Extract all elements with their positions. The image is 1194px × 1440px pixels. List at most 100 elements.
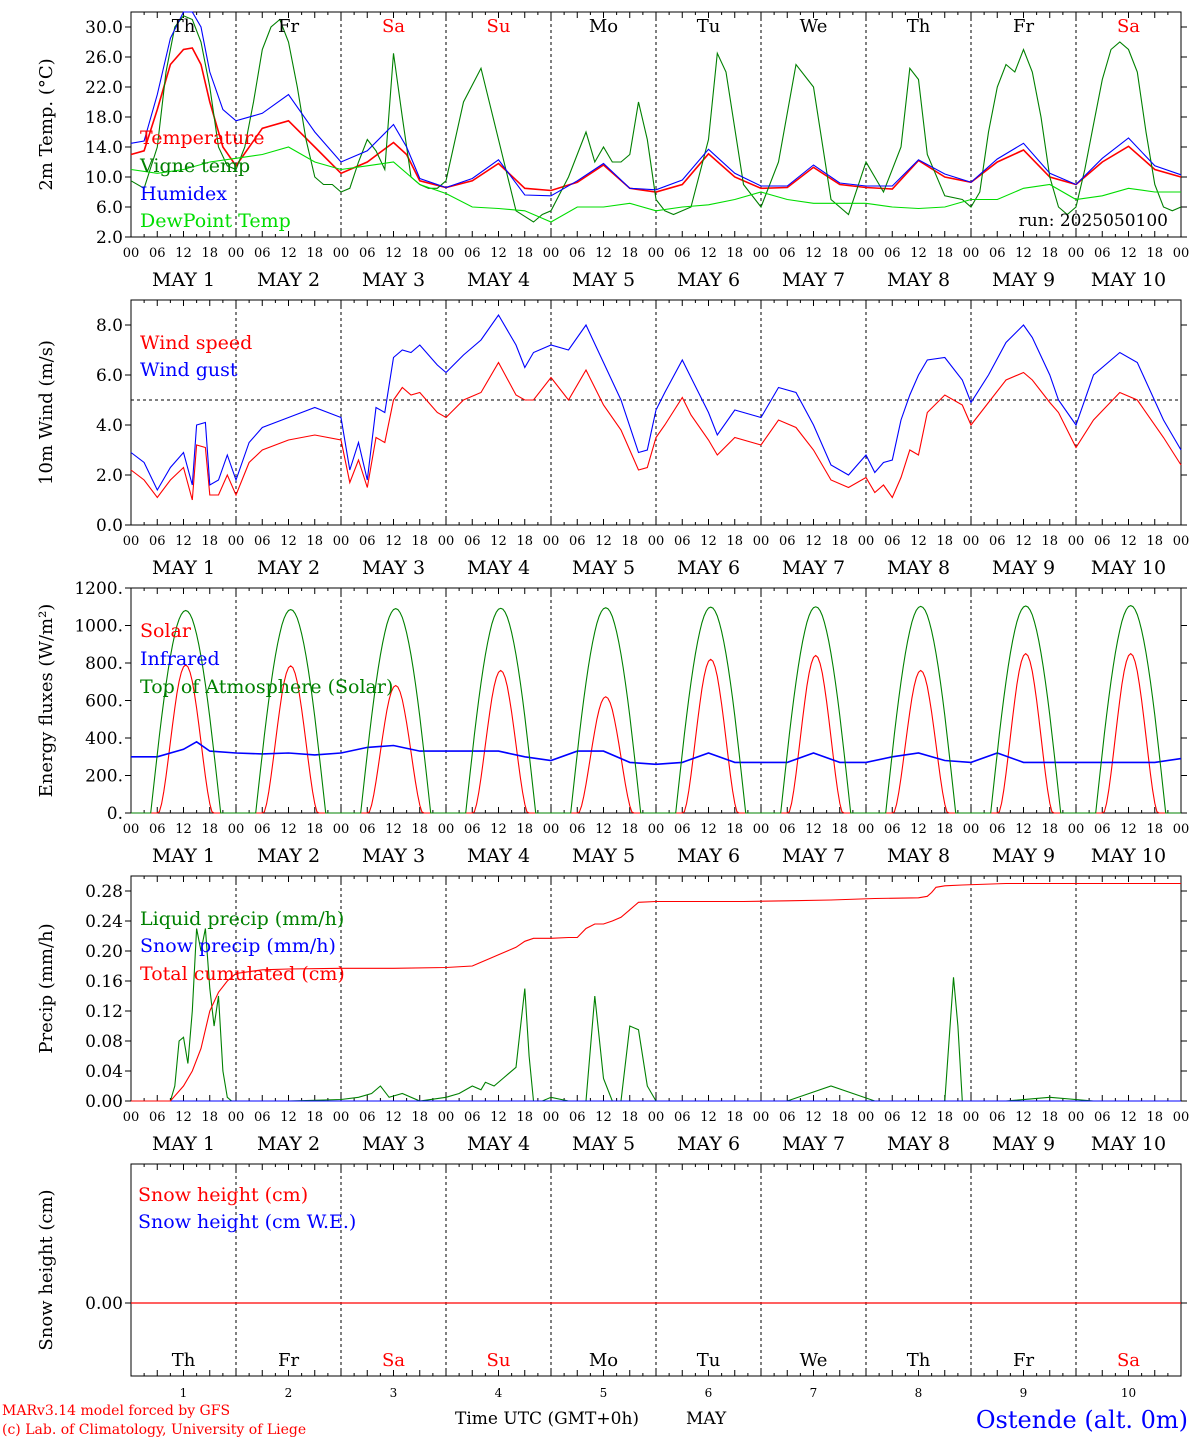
hour-tick-label: 06	[779, 534, 796, 549]
hour-tick-label: 06	[254, 246, 271, 261]
y-tick-label: 0.00	[85, 1294, 123, 1314]
hour-tick-label: 06	[359, 534, 376, 549]
date-label: MAY 3	[362, 269, 425, 291]
y-tick-label: 0.16	[85, 972, 123, 992]
day-label: Th	[172, 16, 196, 37]
y-tick-label: 200.	[85, 767, 123, 787]
hour-tick-label: 06	[254, 534, 271, 549]
hour-tick-label: 18	[306, 1110, 323, 1125]
hour-tick-label: 18	[831, 822, 848, 837]
hour-tick-label: 18	[1146, 1110, 1163, 1125]
hour-tick-label: 12	[1120, 246, 1137, 261]
date-label: MAY 10	[1091, 845, 1166, 867]
hour-tick-label: 00	[963, 822, 980, 837]
day-label: Fr	[1013, 16, 1034, 37]
hour-tick-label: 06	[884, 1110, 901, 1125]
hour-tick-label: 12	[1120, 822, 1137, 837]
day-number-label: 6	[705, 1386, 713, 1400]
hour-tick-label: 18	[831, 246, 848, 261]
y-tick-label: 4.0	[96, 416, 123, 436]
hour-tick-label: 00	[1068, 534, 1085, 549]
footer-credit: (c) Lab. of Climatology, University of L…	[2, 1422, 306, 1438]
legend-entry: Temperature	[140, 127, 264, 149]
date-label: MAY 1	[152, 845, 215, 867]
hour-tick-label: 00	[228, 822, 245, 837]
hour-tick-label: 00	[228, 1110, 245, 1125]
legend-entry: Liquid precip (mm/h)	[140, 908, 344, 930]
hour-tick-label: 06	[569, 534, 586, 549]
hour-tick-label: 12	[1015, 1110, 1032, 1125]
series-line	[131, 740, 1182, 766]
y-axis-label: Snow height (cm)	[36, 1189, 57, 1350]
hour-tick-label: 00	[753, 1110, 770, 1125]
hour-tick-label: 18	[411, 822, 428, 837]
hour-tick-label: 18	[1146, 534, 1163, 549]
y-tick-label: 600.	[85, 692, 123, 712]
plot-frame	[130, 587, 1182, 814]
day-label: Th	[907, 1350, 931, 1371]
date-label: MAY 8	[887, 557, 950, 579]
day-label: Tu	[697, 16, 721, 37]
hour-tick-label: 00	[438, 822, 455, 837]
hour-tick-label: 12	[490, 822, 507, 837]
day-number-label: 7	[810, 1386, 818, 1400]
hour-tick-label: 18	[516, 1110, 533, 1125]
date-label: MAY 10	[1091, 557, 1166, 579]
panel-3: 0. 200. 400. 600. 800. 1000. 1200. Energy fluxe…	[36, 579, 1189, 867]
hour-tick-label: 06	[1094, 534, 1111, 549]
hour-tick-label: 00	[1173, 534, 1190, 549]
legend-entry: Snow height (cm)	[138, 1184, 308, 1206]
hour-tick-label: 06	[254, 1110, 271, 1125]
run-label: run: 2025050100	[1019, 211, 1168, 231]
hour-tick-label: 12	[910, 822, 927, 837]
series-line	[130, 15, 1182, 223]
y-axis-label: 2m Temp. (°C)	[36, 58, 57, 190]
legend-entry: DewPoint Temp	[140, 210, 291, 232]
hour-tick-label: 06	[779, 1110, 796, 1125]
hour-tick-label: 00	[438, 246, 455, 261]
hour-tick-label: 12	[910, 246, 927, 261]
hour-tick-label: 06	[464, 246, 481, 261]
date-label: MAY 9	[992, 269, 1055, 291]
hour-tick-label: 00	[858, 822, 875, 837]
station-name: Ostende (alt. 0m)	[976, 1406, 1188, 1434]
series-line	[130, 11, 1182, 197]
hour-tick-label: 12	[700, 534, 717, 549]
y-tick-label: 400.	[85, 729, 123, 749]
date-label: MAY 4	[467, 845, 530, 867]
hour-tick-label: 18	[831, 1110, 848, 1125]
hour-tick-label: 12	[700, 822, 717, 837]
date-label: MAY 4	[467, 557, 530, 579]
footer-model: MARv3.14 model forced by GFS	[2, 1403, 230, 1419]
hour-tick-label: 12	[1120, 1110, 1137, 1125]
series-line	[130, 313, 1182, 492]
hour-tick-label: 00	[333, 246, 350, 261]
hour-tick-label: 00	[228, 534, 245, 549]
y-tick-label: 0.12	[85, 1002, 123, 1022]
x-axis-month: MAY	[686, 1409, 727, 1429]
panel-5: 0.00 Snow height (cm) Snow height (cm) Snow…	[36, 1163, 1187, 1400]
hour-tick-label: 18	[936, 534, 953, 549]
hour-tick-label: 12	[385, 246, 402, 261]
date-label: MAY 9	[992, 845, 1055, 867]
hour-tick-label: 12	[805, 1110, 822, 1125]
y-axis-label: Energy fluxes (W/m²)	[36, 604, 57, 798]
day-label: Sa	[382, 16, 405, 37]
day-label: Mo	[589, 16, 618, 37]
hour-tick-label: 00	[1173, 822, 1190, 837]
y-tick-label: 2.0	[96, 228, 123, 248]
hour-tick-label: 00	[543, 534, 560, 549]
date-label: MAY 1	[152, 557, 215, 579]
hour-tick-label: 00	[963, 246, 980, 261]
hour-tick-label: 18	[726, 822, 743, 837]
hour-tick-label: 12	[1120, 534, 1137, 549]
hour-tick-label: 18	[1146, 246, 1163, 261]
hour-tick-label: 12	[1015, 246, 1032, 261]
date-label: MAY 6	[677, 845, 740, 867]
hour-tick-label: 12	[1015, 534, 1032, 549]
day-number-label: 10	[1121, 1386, 1136, 1400]
hour-tick-label: 12	[490, 534, 507, 549]
hour-tick-label: 00	[963, 1110, 980, 1125]
hour-tick-label: 00	[858, 534, 875, 549]
hour-tick-label: 12	[280, 822, 297, 837]
